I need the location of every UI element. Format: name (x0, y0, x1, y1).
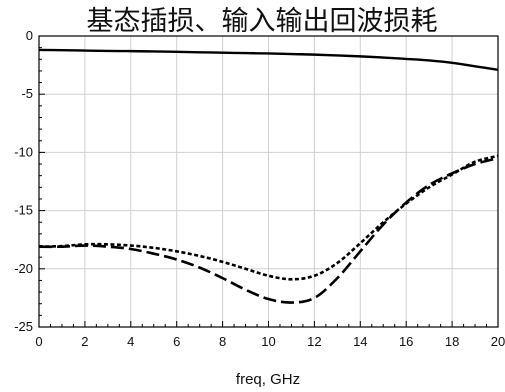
x-tick-label: 10 (261, 334, 275, 349)
y-tick-label: -25 (14, 319, 33, 334)
grid-layer (39, 36, 498, 327)
y-tick-label: -15 (14, 203, 33, 218)
series-layer (38, 48, 499, 304)
x-tick-label: 6 (173, 334, 180, 349)
x-tick-label: 18 (445, 334, 459, 349)
x-tick-label: 12 (307, 334, 321, 349)
x-tick-label: 8 (219, 334, 226, 349)
x-tick-label: 0 (35, 334, 42, 349)
x-tick-label: 4 (127, 334, 134, 349)
chart-title: 基态插损、输入输出回波损耗 (87, 6, 438, 37)
series-line-solid (38, 48, 499, 71)
x-tick-label: 2 (81, 334, 88, 349)
y-tick-label: -10 (14, 144, 33, 159)
series-line-dotted (38, 154, 499, 281)
y-tick-label: -5 (21, 86, 33, 101)
x-axis-label: freq, GHz (236, 371, 300, 388)
x-tick-label: 16 (399, 334, 413, 349)
x-tick-label: 20 (491, 334, 505, 349)
y-tick-label: -20 (14, 261, 33, 276)
series-line-dashed (38, 156, 499, 304)
y-tick-label: 0 (26, 28, 33, 43)
x-tick-label: 14 (353, 334, 367, 349)
axis-layer: 0 2 4 6 8 10 12 14 16 18 20 0 -5 -10 -15 -20 -25 (14, 28, 505, 349)
